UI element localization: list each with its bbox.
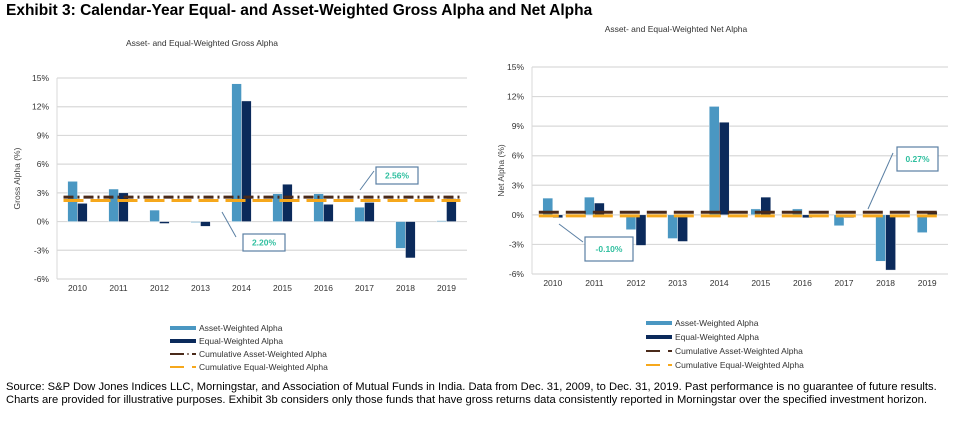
callout-box (375, 166, 419, 185)
callout-label: 0.27% (905, 154, 930, 164)
callout-label: 2.56% (385, 171, 410, 181)
y-tick-label: 12% (507, 92, 524, 102)
asset-weighted-bar-2018 (395, 221, 406, 249)
equal-weighted-bar-2016 (323, 204, 334, 222)
y-tick-label: 6% (37, 159, 50, 169)
callout-leader (359, 170, 375, 191)
chart-title: Asset- and Equal-Weighted Gross Alpha (126, 38, 278, 48)
y-tick-label: -6% (509, 269, 525, 279)
callout-box (896, 146, 939, 172)
legend-swatch-dot (187, 353, 189, 355)
equal-weighted-bar-2014 (241, 100, 252, 222)
x-tick-label: 2014 (710, 278, 729, 288)
callout-label: 2.20% (252, 238, 277, 248)
x-tick-label: 2017 (355, 283, 374, 293)
x-tick-label: 2019 (918, 278, 937, 288)
legend-label: Asset-Weighted Alpha (675, 318, 759, 328)
asset-weighted-bar-2018 (875, 214, 886, 262)
equal-weighted-bar-2018 (885, 214, 896, 271)
x-tick-label: 2019 (437, 283, 456, 293)
equal-weighted-bar-2013 (200, 221, 211, 227)
x-tick-label: 2017 (835, 278, 854, 288)
equal-weighted-bar-2010 (77, 203, 88, 222)
y-tick-label: 12% (32, 102, 49, 112)
legend-label: Cumulative Equal-Weighted Alpha (199, 362, 328, 372)
x-tick-label: 2010 (543, 278, 562, 288)
y-tick-label: -6% (34, 274, 50, 284)
x-tick-label: 2016 (793, 278, 812, 288)
legend-label: Equal-Weighted Alpha (675, 332, 759, 342)
x-tick-label: 2014 (232, 283, 251, 293)
callout-box (584, 236, 634, 262)
legend-label: Asset-Weighted Alpha (199, 323, 283, 333)
callout-leader (221, 211, 237, 238)
gross-alpha-chart: Asset- and Equal-Weighted Gross Alpha Gro… (12, 38, 467, 372)
asset-weighted-bar-2014 (709, 106, 720, 216)
legend-label: Cumulative Asset-Weighted Alpha (675, 346, 803, 356)
x-tick-label: 2016 (314, 283, 333, 293)
asset-weighted-bar-2019 (436, 220, 447, 222)
y-tick-label: 15% (32, 73, 49, 83)
y-tick-label: -3% (34, 245, 50, 255)
x-tick-label: 2018 (876, 278, 895, 288)
asset-weighted-bar-2013 (190, 221, 201, 223)
y-axis-label: Gross Alpha (%) (12, 147, 22, 209)
y-axis-label: Net Alpha (%) (496, 144, 506, 197)
net-alpha-chart: Asset- and Equal-Weighted Net Alpha Net A… (496, 24, 948, 370)
x-tick-label: 2013 (191, 283, 210, 293)
legend-label: Cumulative Asset-Weighted Alpha (199, 349, 327, 359)
y-tick-label: 15% (507, 62, 524, 72)
asset-weighted-bar-2013 (667, 214, 678, 239)
equal-weighted-bar-2012 (159, 221, 170, 224)
y-tick-label: 0% (37, 217, 50, 227)
callout-box (242, 233, 286, 252)
asset-weighted-bar-2019 (917, 214, 928, 233)
callout-leader (558, 223, 584, 243)
x-tick-label: 2012 (627, 278, 646, 288)
chart-title: Asset- and Equal-Weighted Net Alpha (605, 24, 748, 34)
x-tick-label: 2015 (751, 278, 770, 288)
legend-label: Cumulative Equal-Weighted Alpha (675, 360, 804, 370)
x-tick-label: 2011 (109, 283, 128, 293)
equal-weighted-bar-2012 (635, 214, 647, 246)
asset-weighted-bar-2011 (108, 188, 119, 222)
y-tick-label: -3% (509, 239, 525, 249)
y-tick-label: 9% (512, 121, 525, 131)
equal-weighted-bar-2013 (677, 214, 688, 242)
charts-canvas: Asset- and Equal-Weighted Gross Alpha Gro… (12, 24, 948, 372)
equal-weighted-bar-2011 (118, 192, 129, 222)
y-tick-label: 3% (512, 180, 525, 190)
y-tick-label: 3% (37, 188, 50, 198)
y-tick-label: 0% (512, 210, 525, 220)
legend-label: Equal-Weighted Alpha (199, 336, 283, 346)
equal-weighted-bar-2015 (282, 184, 293, 222)
equal-weighted-bar-2018 (405, 221, 416, 259)
x-tick-label: 2012 (150, 283, 169, 293)
y-tick-label: 6% (512, 151, 525, 161)
equal-weighted-bar-2014 (719, 121, 730, 216)
exhibit-title: Exhibit 3: Calendar-Year Equal- and Asse… (6, 2, 593, 19)
x-tick-label: 2018 (396, 283, 415, 293)
x-tick-label: 2015 (273, 283, 292, 293)
equal-weighted-bar-2019 (446, 198, 457, 222)
x-tick-label: 2013 (668, 278, 687, 288)
callout-leader (867, 152, 894, 210)
asset-weighted-bar-2012 (149, 209, 160, 222)
equal-weighted-bar-2017 (364, 202, 375, 222)
asset-weighted-bar-2017 (354, 207, 365, 222)
callout-label: -0.10% (596, 244, 623, 254)
x-tick-label: 2011 (585, 278, 604, 288)
y-tick-label: 9% (37, 130, 50, 140)
source-note: Source: S&P Dow Jones Indices LLC, Morni… (6, 381, 937, 406)
x-tick-label: 2010 (68, 283, 87, 293)
